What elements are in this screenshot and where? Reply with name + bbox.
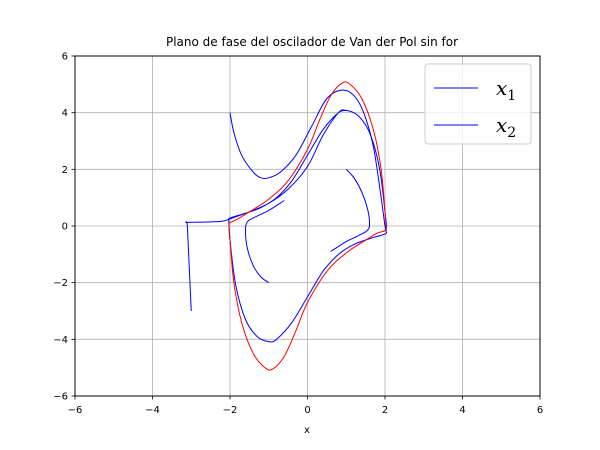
y-tick-label: 2 — [62, 165, 68, 176]
x-tick-label: −6 — [68, 405, 83, 416]
axis-ticks: −6 −4 −2 0 2 4 6 −6 −4 −2 0 2 4 6 — [53, 52, 543, 417]
y-tick-label: −4 — [53, 335, 68, 346]
trajectory-line-4 — [245, 200, 285, 284]
x-tick-label: −2 — [223, 405, 238, 416]
y-tick-label: 6 — [62, 52, 68, 63]
y-tick-label: 4 — [62, 108, 68, 119]
x-tick-label: 6 — [537, 405, 543, 416]
legend-label: x1 — [496, 76, 516, 104]
y-tick-label: −6 — [53, 392, 68, 403]
legend-label: x2 — [496, 113, 516, 141]
trajectory-line-3 — [330, 168, 370, 252]
x-tick-label: 2 — [382, 405, 388, 416]
x-tick-label: 0 — [304, 405, 310, 416]
chart-title: Plano de fase del oscilador de Van der P… — [166, 35, 458, 49]
y-tick-label: −2 — [53, 278, 68, 289]
trajectory-line-2 — [229, 89, 387, 231]
legend-box — [424, 63, 532, 145]
series-group — [185, 81, 388, 371]
trajectory-line-5 — [228, 81, 388, 371]
x-tick-label: −4 — [145, 405, 160, 416]
x-tick-label: 4 — [459, 405, 465, 416]
x-axis-label: x — [304, 425, 310, 436]
y-tick-label: 0 — [62, 222, 68, 233]
